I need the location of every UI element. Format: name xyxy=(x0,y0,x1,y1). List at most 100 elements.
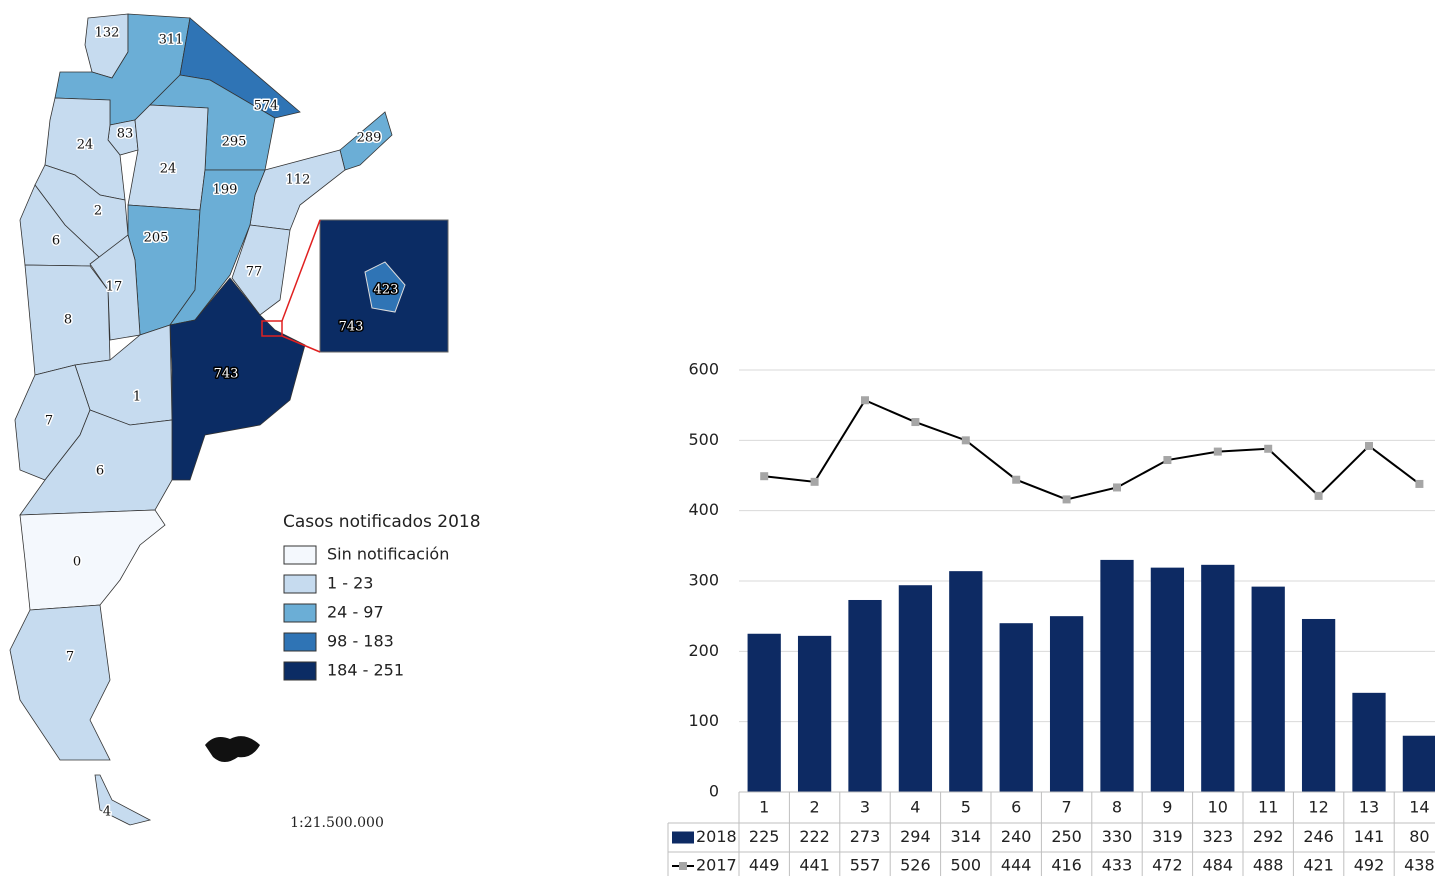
inset-region xyxy=(364,261,406,313)
table-value: 314 xyxy=(951,827,982,846)
table-value: 294 xyxy=(900,827,931,846)
table-value: 492 xyxy=(1354,856,1385,875)
bar xyxy=(1100,559,1134,792)
province-label: 7 xyxy=(45,414,53,429)
table-value: 438 xyxy=(1404,856,1435,875)
bar xyxy=(1049,616,1084,792)
x-tick-label: 13 xyxy=(1359,798,1379,817)
bar xyxy=(1150,567,1185,792)
province xyxy=(231,224,291,316)
table-value: 141 xyxy=(1354,827,1385,846)
table-value: 500 xyxy=(951,856,982,875)
legend-key xyxy=(672,831,694,844)
y-tick-label: 400 xyxy=(688,500,719,519)
table-value: 80 xyxy=(1409,827,1429,846)
x-tick-label: 12 xyxy=(1308,798,1328,817)
inset-line xyxy=(281,335,321,353)
province-label: 112 xyxy=(286,173,311,188)
line-marker xyxy=(1163,456,1172,465)
line-marker xyxy=(1314,491,1323,500)
table-value: 225 xyxy=(749,827,780,846)
province-label: 6 xyxy=(96,464,104,479)
table-value: 240 xyxy=(1001,827,1032,846)
province-label: 2 xyxy=(94,204,102,219)
bar xyxy=(1201,564,1235,792)
x-tick-label: 8 xyxy=(1112,798,1122,817)
line-marker xyxy=(760,472,769,481)
province-label: 17 xyxy=(106,280,123,295)
table-value: 449 xyxy=(749,856,780,875)
province-label: 311 xyxy=(159,33,184,48)
inset-line xyxy=(281,219,321,322)
table-value: 246 xyxy=(1303,827,1334,846)
province xyxy=(94,774,152,826)
x-tick-label: 7 xyxy=(1062,798,1072,817)
table-value: 433 xyxy=(1102,856,1133,875)
bar xyxy=(747,633,781,792)
bar xyxy=(999,623,1033,792)
province-label: 24 xyxy=(160,162,177,177)
province xyxy=(127,104,209,211)
table-value: 416 xyxy=(1051,856,1082,875)
inset-marker xyxy=(261,320,283,337)
province-label: 7 xyxy=(66,650,74,665)
line-marker xyxy=(1113,483,1121,492)
line-marker xyxy=(810,477,819,486)
province xyxy=(19,509,166,611)
legend-label: 184 - 251 xyxy=(327,661,404,680)
inset-label: 743 xyxy=(339,320,364,335)
table-value: 292 xyxy=(1253,827,1284,846)
map-scale: 1:21.500.000 xyxy=(290,815,384,831)
table-value: 319 xyxy=(1152,827,1183,846)
y-tick-label: 300 xyxy=(688,571,719,590)
province xyxy=(169,169,266,326)
province-label: 6 xyxy=(52,234,60,249)
table-value: 222 xyxy=(799,827,830,846)
legend-label: Sin notificación xyxy=(327,545,449,564)
line-marker xyxy=(1213,447,1222,456)
table-value: 488 xyxy=(1253,856,1284,875)
y-tick-label: 200 xyxy=(688,641,719,660)
bar xyxy=(797,635,832,792)
y-tick-label: 500 xyxy=(688,430,719,449)
inset-label: 423 xyxy=(374,283,399,298)
line-marker xyxy=(1012,475,1021,484)
y-tick-label: 600 xyxy=(688,360,719,379)
legend-label: 24 - 97 xyxy=(327,603,384,622)
y-tick-label: 100 xyxy=(688,711,719,730)
bar xyxy=(1251,586,1285,792)
bar xyxy=(949,571,983,792)
province-label: 743 xyxy=(214,367,239,382)
line-marker xyxy=(1365,441,1373,450)
line-marker xyxy=(861,396,869,405)
table-value: 323 xyxy=(1203,827,1234,846)
province-label: 77 xyxy=(246,265,263,280)
table-value: 273 xyxy=(850,827,881,846)
table-value: 526 xyxy=(900,856,931,875)
line-marker xyxy=(1062,495,1071,504)
table-value: 441 xyxy=(799,856,830,875)
line-marker xyxy=(961,436,970,445)
province-label: 289 xyxy=(357,131,382,146)
bar xyxy=(1352,692,1386,792)
legend-key xyxy=(679,862,687,870)
legend-label: 98 - 183 xyxy=(327,632,394,651)
x-tick-label: 3 xyxy=(860,798,870,817)
legend-swatch xyxy=(283,632,317,652)
bar xyxy=(848,599,882,792)
table-value: 421 xyxy=(1303,856,1334,875)
x-tick-label: 1 xyxy=(759,798,769,817)
province-label: 0 xyxy=(73,555,81,570)
line xyxy=(764,398,1421,501)
line-marker xyxy=(911,418,920,427)
province-label: 199 xyxy=(213,183,238,198)
province-label: 24 xyxy=(77,138,94,153)
legend-swatch xyxy=(283,574,317,594)
table-value: 484 xyxy=(1203,856,1234,875)
province-label: 8 xyxy=(64,313,72,328)
table-value: 444 xyxy=(1001,856,1032,875)
table-value: 250 xyxy=(1051,827,1082,846)
province-label: 83 xyxy=(117,127,134,142)
province-label: 205 xyxy=(144,231,169,246)
